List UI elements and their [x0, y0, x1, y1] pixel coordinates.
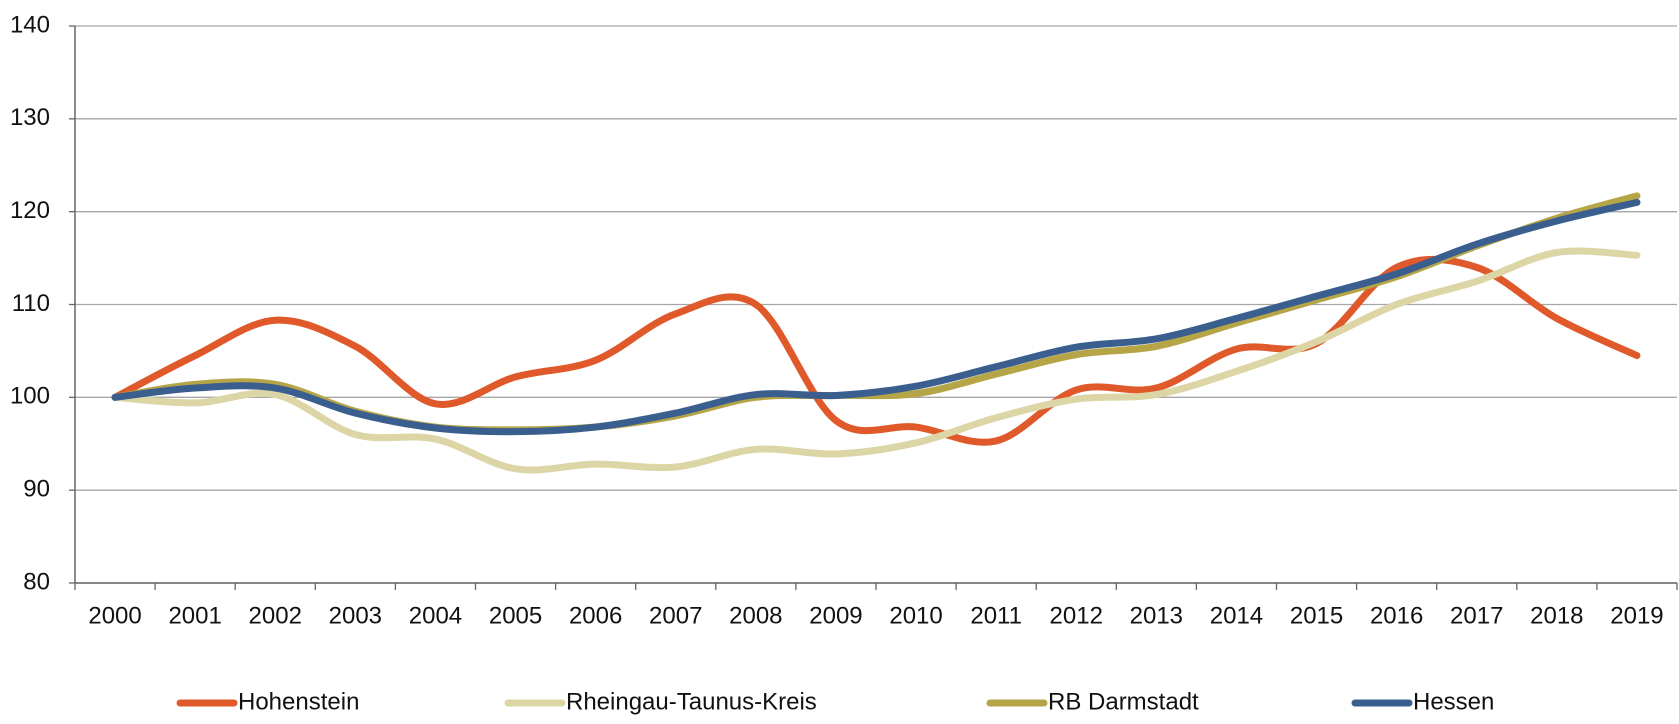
x-tick-label: 2009	[809, 602, 862, 629]
legend-label: RB Darmstadt	[1048, 688, 1199, 715]
series-line	[111, 247, 1641, 474]
y-tick-label: 100	[10, 383, 50, 410]
series-line	[111, 255, 1641, 446]
y-tick-label: 80	[23, 568, 50, 595]
series-line	[111, 198, 1641, 436]
x-tick-label: 2003	[329, 602, 382, 629]
y-tick-label: 90	[23, 476, 50, 503]
y-tick-label: 140	[10, 11, 50, 38]
x-tick-label: 2011	[970, 602, 1022, 629]
y-tick-label: 130	[10, 104, 50, 131]
x-tick-label: 2004	[409, 602, 462, 629]
x-tick-label: 2008	[729, 602, 782, 629]
x-tick-label: 2010	[889, 602, 942, 629]
x-tick-label: 2013	[1130, 602, 1183, 629]
legend-label: Rheingau-Taunus-Kreis	[566, 688, 817, 715]
x-tick-label: 2017	[1450, 602, 1503, 629]
x-tick-label: 2001	[168, 602, 221, 629]
x-tick-label: 2000	[88, 602, 141, 629]
x-tick-label: 2015	[1290, 602, 1343, 629]
x-tick-label: 2006	[569, 602, 622, 629]
y-tick-label: 120	[10, 197, 50, 224]
x-tick-label: 2002	[249, 602, 302, 629]
x-tick-label: 2005	[489, 602, 542, 629]
x-tick-label: 2016	[1370, 602, 1423, 629]
x-tick-label: 2019	[1610, 602, 1663, 629]
y-tick-label: 110	[12, 290, 50, 317]
legend-label: Hohenstein	[238, 688, 359, 715]
x-tick-label: 2012	[1050, 602, 1103, 629]
x-tick-label: 2007	[649, 602, 702, 629]
x-tick-label: 2018	[1530, 602, 1583, 629]
x-tick-label: 2014	[1210, 602, 1263, 629]
legend-label: Hessen	[1413, 688, 1494, 715]
